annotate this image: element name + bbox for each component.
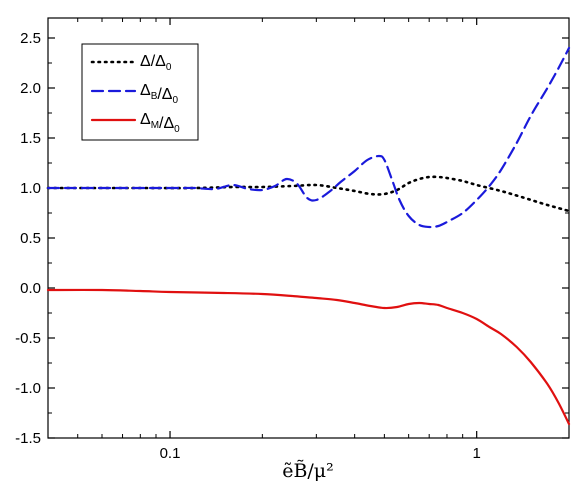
x-tick-label: 0.1: [160, 445, 181, 462]
legend-text-part: Δ/Δ: [140, 53, 166, 70]
legend-subscript: 0: [174, 124, 180, 135]
y-tick-label: 2.5: [20, 30, 41, 47]
legend-text-part: /Δ: [157, 86, 172, 103]
y-tick-label: 0.5: [20, 230, 41, 247]
legend-subscript: M: [151, 120, 159, 131]
y-tick-label: 0.0: [20, 280, 41, 297]
series-line-1: [46, 46, 571, 229]
legend-label-0: Δ/Δ0: [140, 53, 172, 73]
y-tick-label: -1.0: [15, 380, 41, 397]
x-axis-title: ẽB̃/μ²: [282, 460, 334, 482]
y-tick-label: -1.5: [15, 430, 41, 447]
legend-text-part: Δ: [140, 111, 151, 128]
y-tick-label: 1.5: [20, 130, 41, 147]
legend-text-part: Δ: [140, 82, 151, 99]
plot-frame: [47, 17, 570, 439]
legend-subscript: 0: [173, 95, 179, 106]
x-tick-label: 1: [473, 445, 481, 462]
y-tick-label: -0.5: [15, 330, 41, 347]
series-line-2: [46, 288, 571, 426]
legend-text-part: /Δ: [159, 115, 174, 132]
y-tick-label: 2.0: [20, 80, 41, 97]
y-tick-label: 1.0: [20, 180, 41, 197]
legend-label-2: ΔM/Δ0: [140, 111, 180, 135]
legend-subscript: B: [151, 91, 158, 102]
series-line-0: [46, 175, 571, 213]
legend-label-1: ΔB/Δ0: [140, 82, 179, 106]
legend-subscript: 0: [166, 62, 172, 73]
